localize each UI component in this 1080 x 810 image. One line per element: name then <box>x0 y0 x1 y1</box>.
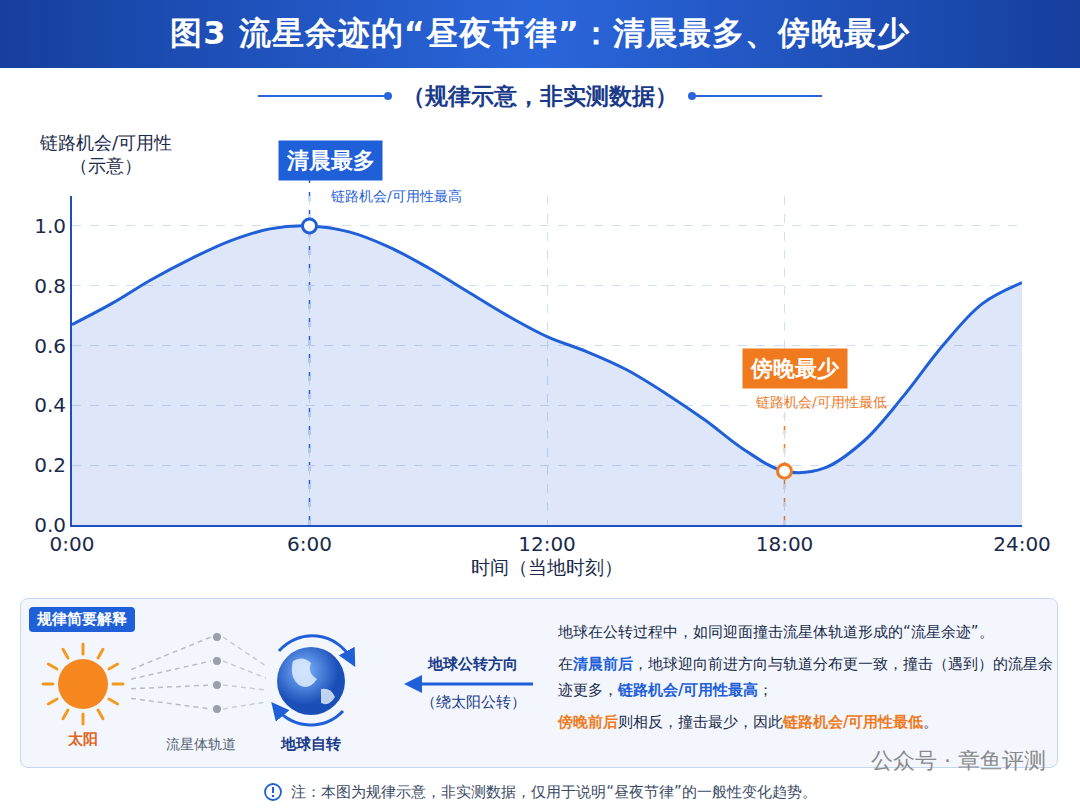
svg-text:太阳: 太阳 <box>67 730 98 748</box>
html-text:公众号 · 章鱼评测: 公众号 · 章鱼评测 <box>871 748 1046 773</box>
svg-text:24:00: 24:00 <box>993 532 1051 556</box>
html-text:傍晚前后则相反，撞击最少，因此链路机会/可用性最低。: 傍晚前后则相反，撞击最少，因此链路机会/可用性最低。 <box>558 713 939 731</box>
html-text:在清晨前后，地球迎向前进方向与轨道分布更一致，撞击（遇到）的: 在清晨前后，地球迎向前进方向与轨道分布更一致，撞击（遇到）的流星余迹更多，链路机… <box>558 655 1053 699</box>
svg-text:6:00: 6:00 <box>287 532 332 556</box>
svg-text:1.0: 1.0 <box>34 214 66 238</box>
svg-text:地球自转: 地球自转 <box>280 735 341 753</box>
svg-text:18:00: 18:00 <box>756 532 814 556</box>
svg-text:0.2: 0.2 <box>34 453 66 477</box>
svg-text:0:00: 0:00 <box>50 532 95 556</box>
html-text:注：本图为规律示意，非实测数据，仅用于说明“昼夜节律”的一般: 注：本图为规律示意，非实测数据，仅用于说明“昼夜节律”的一般性变化趋势。 <box>291 782 817 801</box>
svg-text:链路机会/可用性最高: 链路机会/可用性最高 <box>330 188 462 204</box>
svg-text:地球公转方向: 地球公转方向 <box>427 655 518 673</box>
svg-text:0.4: 0.4 <box>34 393 66 417</box>
svg-text:（绕太阳公转）: （绕太阳公转） <box>421 693 526 711</box>
html-text:（规律示意，非实测数据）: （规律示意，非实测数据） <box>402 82 678 109</box>
svg-text:链路机会/可用性最低: 链路机会/可用性最低 <box>755 394 887 410</box>
svg-text:0.0: 0.0 <box>34 513 66 537</box>
svg-text:链路机会/可用性（示意）: 链路机会/可用性（示意） <box>39 132 172 176</box>
svg-text:0.8: 0.8 <box>34 274 66 298</box>
html-text:地球在公转过程中，如同迎面撞击流星体轨道形成的“流星余迹”。: 地球在公转过程中，如同迎面撞击流星体轨道形成的“流星余迹”。 <box>558 623 994 641</box>
svg-text:12:00: 12:00 <box>518 532 576 556</box>
svg-text:流星体轨道: 流星体轨道 <box>166 736 236 752</box>
html-text:图3 流星余迹的“昼夜节律”：清晨最多、傍晚最少: 图3 流星余迹的“昼夜节律”：清晨最多、傍晚最少 <box>170 14 910 52</box>
svg-text:清晨最多: 清晨最多 <box>286 148 375 173</box>
svg-text:傍晚最少: 傍晚最少 <box>750 356 840 381</box>
html-text:规律简要解释: 规律简要解释 <box>37 610 127 628</box>
svg-text:时间（当地时刻）: 时间（当地时刻） <box>471 556 623 578</box>
svg-text:0.6: 0.6 <box>34 334 66 358</box>
